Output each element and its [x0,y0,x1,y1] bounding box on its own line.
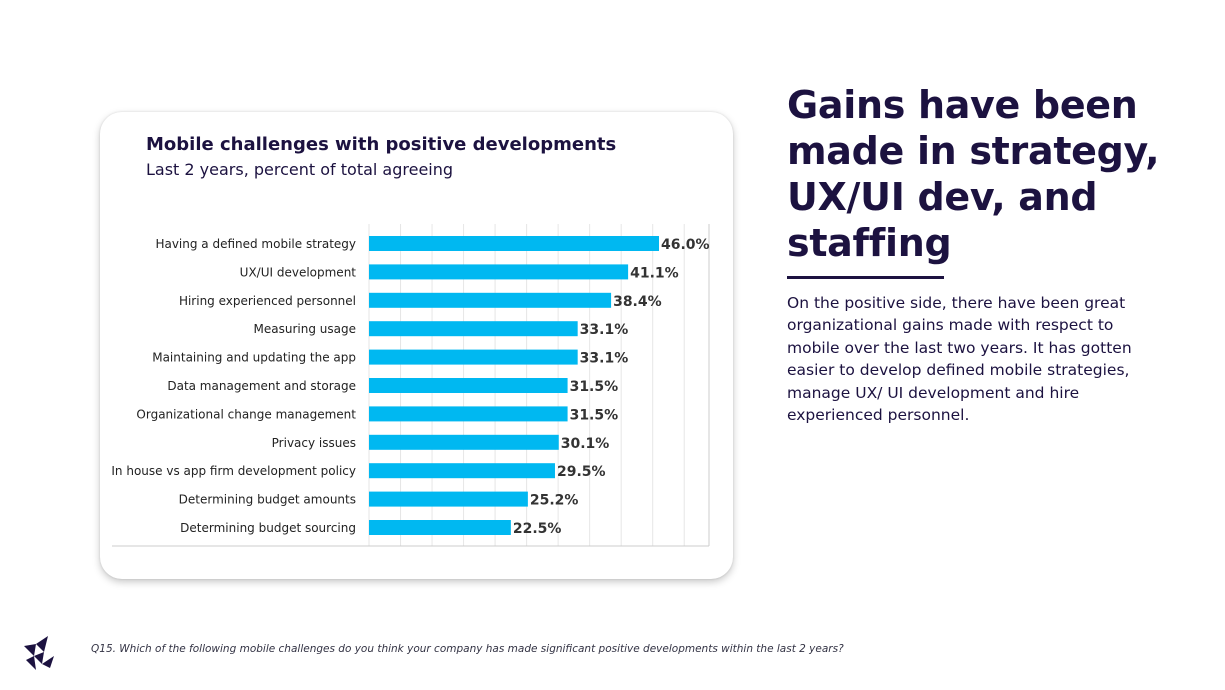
value-label: 30.1% [561,436,610,452]
headline: Gains have been made in strategy, UX/UI … [787,83,1160,265]
bar [369,520,511,535]
category-label: Determining budget amounts [179,493,356,507]
category-label: Having a defined mobile strategy [155,237,356,251]
value-label: 31.5% [570,407,619,423]
headline-underline [787,276,944,279]
bar [369,434,559,450]
bar [369,236,659,251]
category-label: Privacy issues [272,436,356,450]
category-label: UX/UI development [240,265,357,279]
survey-question-footnote: Q15. Which of the following mobile chall… [91,643,844,655]
value-label: 22.5% [513,521,562,537]
bar [369,406,568,422]
bar [369,321,578,337]
category-label: Maintaining and updating the app [152,351,356,365]
bar [369,463,555,479]
chart-title: Mobile challenges with positive developm… [146,134,617,155]
category-label: In house vs app firm development policy [111,464,356,478]
bar [369,378,568,393]
bar [369,491,528,507]
value-label: 31.5% [570,379,619,395]
category-label: Data management and storage [167,379,356,393]
value-label: 41.1% [630,265,679,281]
value-label: 46.0% [661,237,710,253]
bar [369,349,578,365]
value-label: 38.4% [613,294,662,310]
chart-subtitle: Last 2 years, percent of total agreeing [146,160,454,179]
category-label: Organizational change management [136,407,356,421]
body-text: On the positive side, there have been gr… [787,294,1132,425]
category-label: Hiring experienced personnel [179,294,356,308]
bar [369,264,629,280]
bar [369,292,612,308]
category-label: Determining budget sourcing [180,521,356,535]
value-label: 33.1% [580,322,629,338]
value-label: 29.5% [557,464,606,480]
category-label: Measuring usage [254,322,356,336]
value-label: 33.1% [580,351,629,367]
value-label: 25.2% [530,493,579,509]
company-logo-icon [24,636,54,670]
